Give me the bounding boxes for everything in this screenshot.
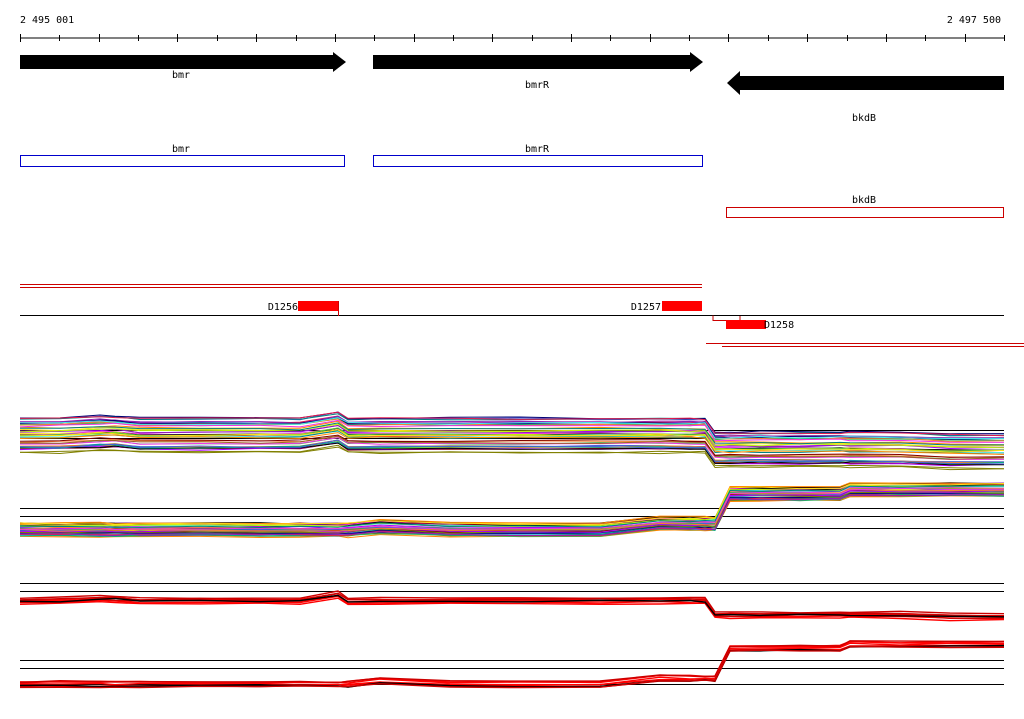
expression-profile-line [19, 592, 1005, 617]
ruler-start-label: 2 495 001 [20, 15, 74, 26]
gene-box-bmrR[interactable] [373, 155, 703, 167]
gene-arrow-bkdB[interactable] [727, 71, 1004, 95]
expression-profile-line [19, 430, 1005, 454]
gene-label-bmrR: bmrR [525, 80, 550, 91]
expression-profile-line [19, 490, 1005, 533]
expression-profile-line [19, 494, 1005, 537]
gene-box-bkdB[interactable] [726, 207, 1004, 218]
expression-profile-line [19, 595, 1005, 620]
gene-arrow-bmrR[interactable] [373, 52, 703, 72]
expression-profile-line [19, 427, 1005, 452]
expression-profile-line [19, 435, 1005, 459]
expression-profile-line [19, 442, 1005, 466]
expression-profile-track-4 [19, 640, 1005, 689]
feature-label-D1257: D1257 [631, 302, 661, 313]
feature-track: D1256 D1257 D1258 [20, 284, 1024, 347]
expression-profile-line [19, 644, 1005, 688]
expression-profile-line [19, 482, 1005, 525]
feature-block-D1258[interactable] [726, 320, 766, 329]
expression-profile-line [19, 418, 1005, 443]
ruler-ticks [20, 34, 1005, 42]
expression-profile-line [19, 417, 1005, 440]
ruler-end-label: 2 497 500 [947, 15, 1001, 26]
expression-profile-line [19, 439, 1005, 465]
gene-arrow-bmr[interactable] [20, 52, 346, 72]
expression-profile-line [20, 422, 1005, 446]
expression-profile-line [19, 424, 1005, 448]
gene-arrow-track: bmr bmrR bkdB [20, 52, 1004, 124]
feature-connector [712, 315, 726, 321]
gene-label-bmr: bmr [172, 70, 190, 81]
expression-profile-line [19, 419, 1005, 443]
expression-profile-line [19, 411, 1005, 437]
feature-label-D1258: D1258 [764, 320, 794, 331]
expression-profile-line [19, 642, 1005, 686]
expression-profile-track-2 [19, 482, 1005, 539]
feature-block-D1257[interactable] [662, 301, 702, 311]
expression-profile-line [19, 485, 1005, 529]
expression-profile-line [19, 487, 1005, 531]
expression-profile-line [19, 597, 1005, 622]
gene-box-track: bmr bmrR bkdB [20, 144, 1004, 218]
expression-profile-line [19, 429, 1005, 453]
expression-profile-track-3 [19, 583, 1005, 622]
expression-profile-line [19, 483, 1005, 526]
expression-profile-track-1 [19, 411, 1005, 471]
gene-box-bmr[interactable] [20, 155, 345, 167]
expression-profile-line [19, 423, 1005, 449]
coordinate-ruler: 2 495 001 2 497 500 [20, 15, 1005, 42]
expression-profile-line [19, 640, 1005, 684]
feature-label-D1256: D1256 [268, 302, 298, 313]
feature-connector [726, 316, 741, 321]
expression-profile-line [19, 645, 1005, 689]
expression-profile-line [19, 446, 1005, 471]
box-label-bmrR: bmrR [525, 144, 550, 155]
expression-profile-line [19, 640, 1005, 684]
expression-profile-line [19, 434, 1005, 458]
expression-profile-line [19, 435, 1005, 460]
expression-profile-line [19, 640, 1005, 684]
expression-profile-line [19, 594, 1005, 618]
expression-profile-line [19, 432, 1005, 455]
expression-profile-line [19, 590, 1005, 615]
box-label-bkdB: bkdB [852, 195, 876, 206]
expression-profile-line [19, 411, 1005, 435]
box-label-bmr: bmr [172, 144, 190, 155]
feature-block-D1256[interactable] [298, 301, 338, 311]
gene-label-bkdB: bkdB [852, 113, 876, 124]
